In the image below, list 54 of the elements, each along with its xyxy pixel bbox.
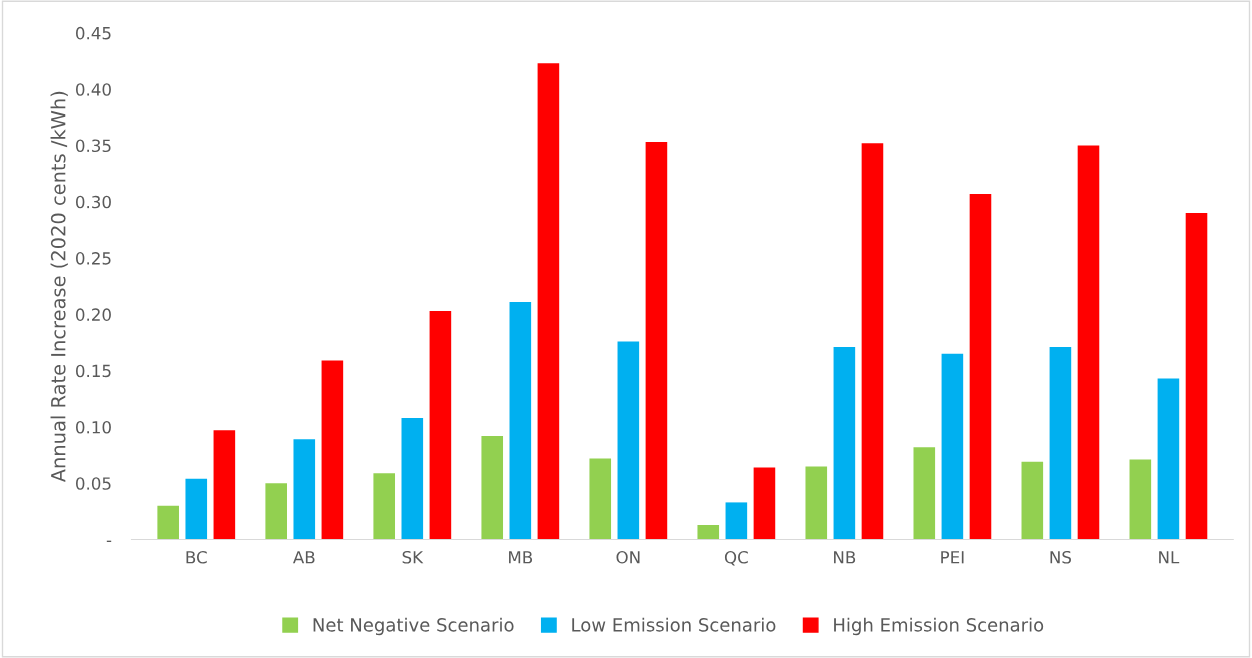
y-tick-label: 0.15 — [76, 364, 111, 378]
bar — [1129, 459, 1152, 540]
y-tick-label: 0.45 — [76, 26, 111, 40]
x-tick-label: NB — [834, 551, 856, 564]
y-tick-label: 0.10 — [76, 420, 111, 434]
y-tick-label: 0.05 — [76, 477, 111, 490]
bar — [1077, 145, 1100, 540]
legend-label: Low Emission Scenario — [572, 617, 776, 632]
bar — [401, 417, 424, 540]
y-tick-label: 0.30 — [76, 195, 111, 209]
bar — [293, 439, 316, 540]
x-tick-label: SK — [402, 550, 424, 564]
bar — [265, 483, 287, 540]
y-tick-label: - — [106, 540, 112, 542]
bar — [753, 467, 776, 540]
bar — [373, 473, 396, 540]
bar — [913, 447, 936, 540]
bar — [941, 353, 964, 540]
x-tick-label: MB — [509, 551, 533, 564]
x-tick-label: QC — [724, 550, 748, 566]
bar — [725, 502, 748, 540]
bar — [537, 63, 560, 540]
x-tick-label: PEI — [941, 551, 964, 564]
bar — [1157, 378, 1180, 540]
bar — [157, 505, 179, 540]
bar — [1021, 461, 1044, 540]
bar — [1049, 347, 1072, 540]
bar — [589, 458, 612, 540]
y-tick-label: 0.25 — [76, 252, 111, 265]
bar — [213, 430, 236, 540]
x-tick-label: ON — [616, 550, 640, 564]
x-tick-label: NL — [1159, 551, 1180, 564]
legend-label: High Emission Scenario — [834, 617, 1044, 636]
x-tick-label: BC — [186, 550, 207, 564]
bar — [321, 360, 344, 540]
bar — [509, 301, 532, 540]
x-tick-label: NS — [1050, 550, 1071, 564]
bar — [617, 341, 640, 540]
y-tick-label: 0.35 — [76, 139, 111, 153]
bar — [861, 143, 884, 540]
bar — [1185, 213, 1208, 540]
y-tick-label: 0.20 — [76, 308, 111, 321]
bar — [969, 193, 992, 540]
bar — [645, 142, 668, 540]
y-axis-title: Annual Rate Increase (2020 cents /kWh) — [50, 91, 68, 483]
legend-label: Net Negative Scenario — [313, 617, 514, 636]
bar — [481, 435, 504, 540]
y-tick-label: 0.40 — [76, 83, 111, 96]
x-tick-label: AB — [293, 551, 315, 564]
bar — [833, 347, 856, 540]
bar — [805, 466, 828, 540]
bar — [697, 524, 720, 540]
bar — [185, 478, 208, 540]
bar — [429, 311, 452, 540]
